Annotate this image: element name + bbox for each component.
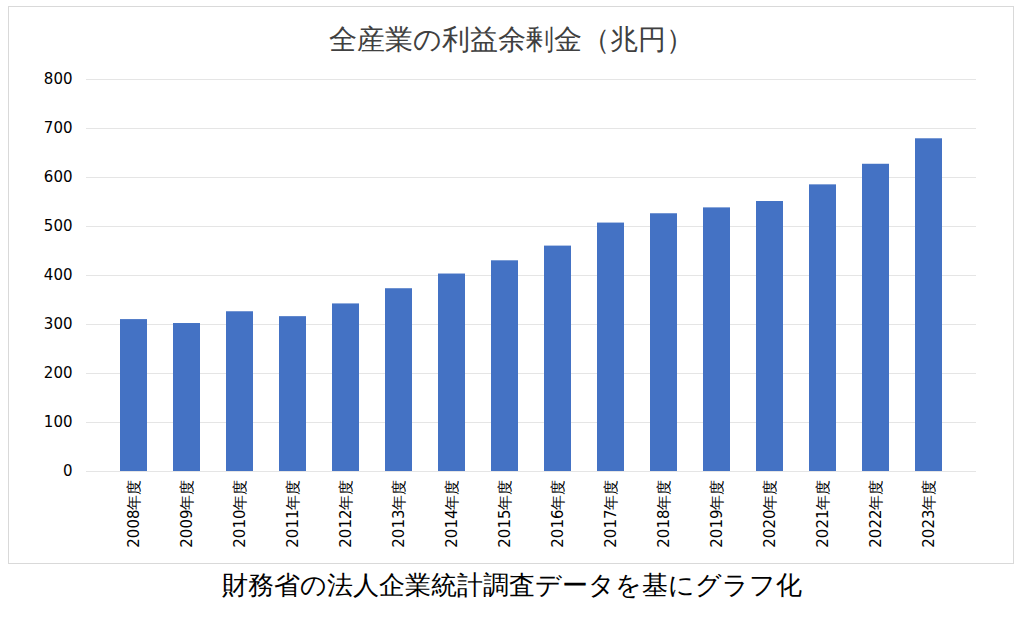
svg-text:200: 200 [44,364,73,382]
svg-text:2011年度: 2011年度 [284,480,302,548]
svg-text:400: 400 [44,266,73,284]
svg-text:2018年度: 2018年度 [655,480,673,548]
svg-text:0: 0 [63,462,73,480]
svg-text:800: 800 [44,70,73,88]
html-text:全産業の利益余剰金（兆円）: 全産業の利益余剰金（兆円） [328,23,694,56]
svg-text:2015年度: 2015年度 [496,480,514,548]
svg-text:300: 300 [44,315,73,333]
svg-text:2021年度: 2021年度 [814,480,832,548]
svg-text:2023年度: 2023年度 [920,480,938,548]
svg-text:600: 600 [44,168,73,186]
svg-text:100: 100 [44,413,73,431]
svg-text:2020年度: 2020年度 [761,480,779,548]
svg-text:2022年度: 2022年度 [867,480,885,548]
svg-text:700: 700 [44,119,73,137]
svg-text:2017年度: 2017年度 [602,480,620,548]
svg-text:2013年度: 2013年度 [390,480,408,548]
svg-text:2014年度: 2014年度 [443,480,461,548]
svg-text:500: 500 [44,217,73,235]
svg-text:2019年度: 2019年度 [708,480,726,548]
svg-text:2008年度: 2008年度 [125,480,143,548]
svg-text:2012年度: 2012年度 [337,480,355,548]
svg-text:2010年度: 2010年度 [231,480,249,548]
svg-text:2016年度: 2016年度 [549,480,567,548]
svg-text:2009年度: 2009年度 [178,480,196,548]
html-text:財務省の法人企業統計調査データを基にグラフ化: 財務省の法人企業統計調査データを基にグラフ化 [222,570,802,600]
